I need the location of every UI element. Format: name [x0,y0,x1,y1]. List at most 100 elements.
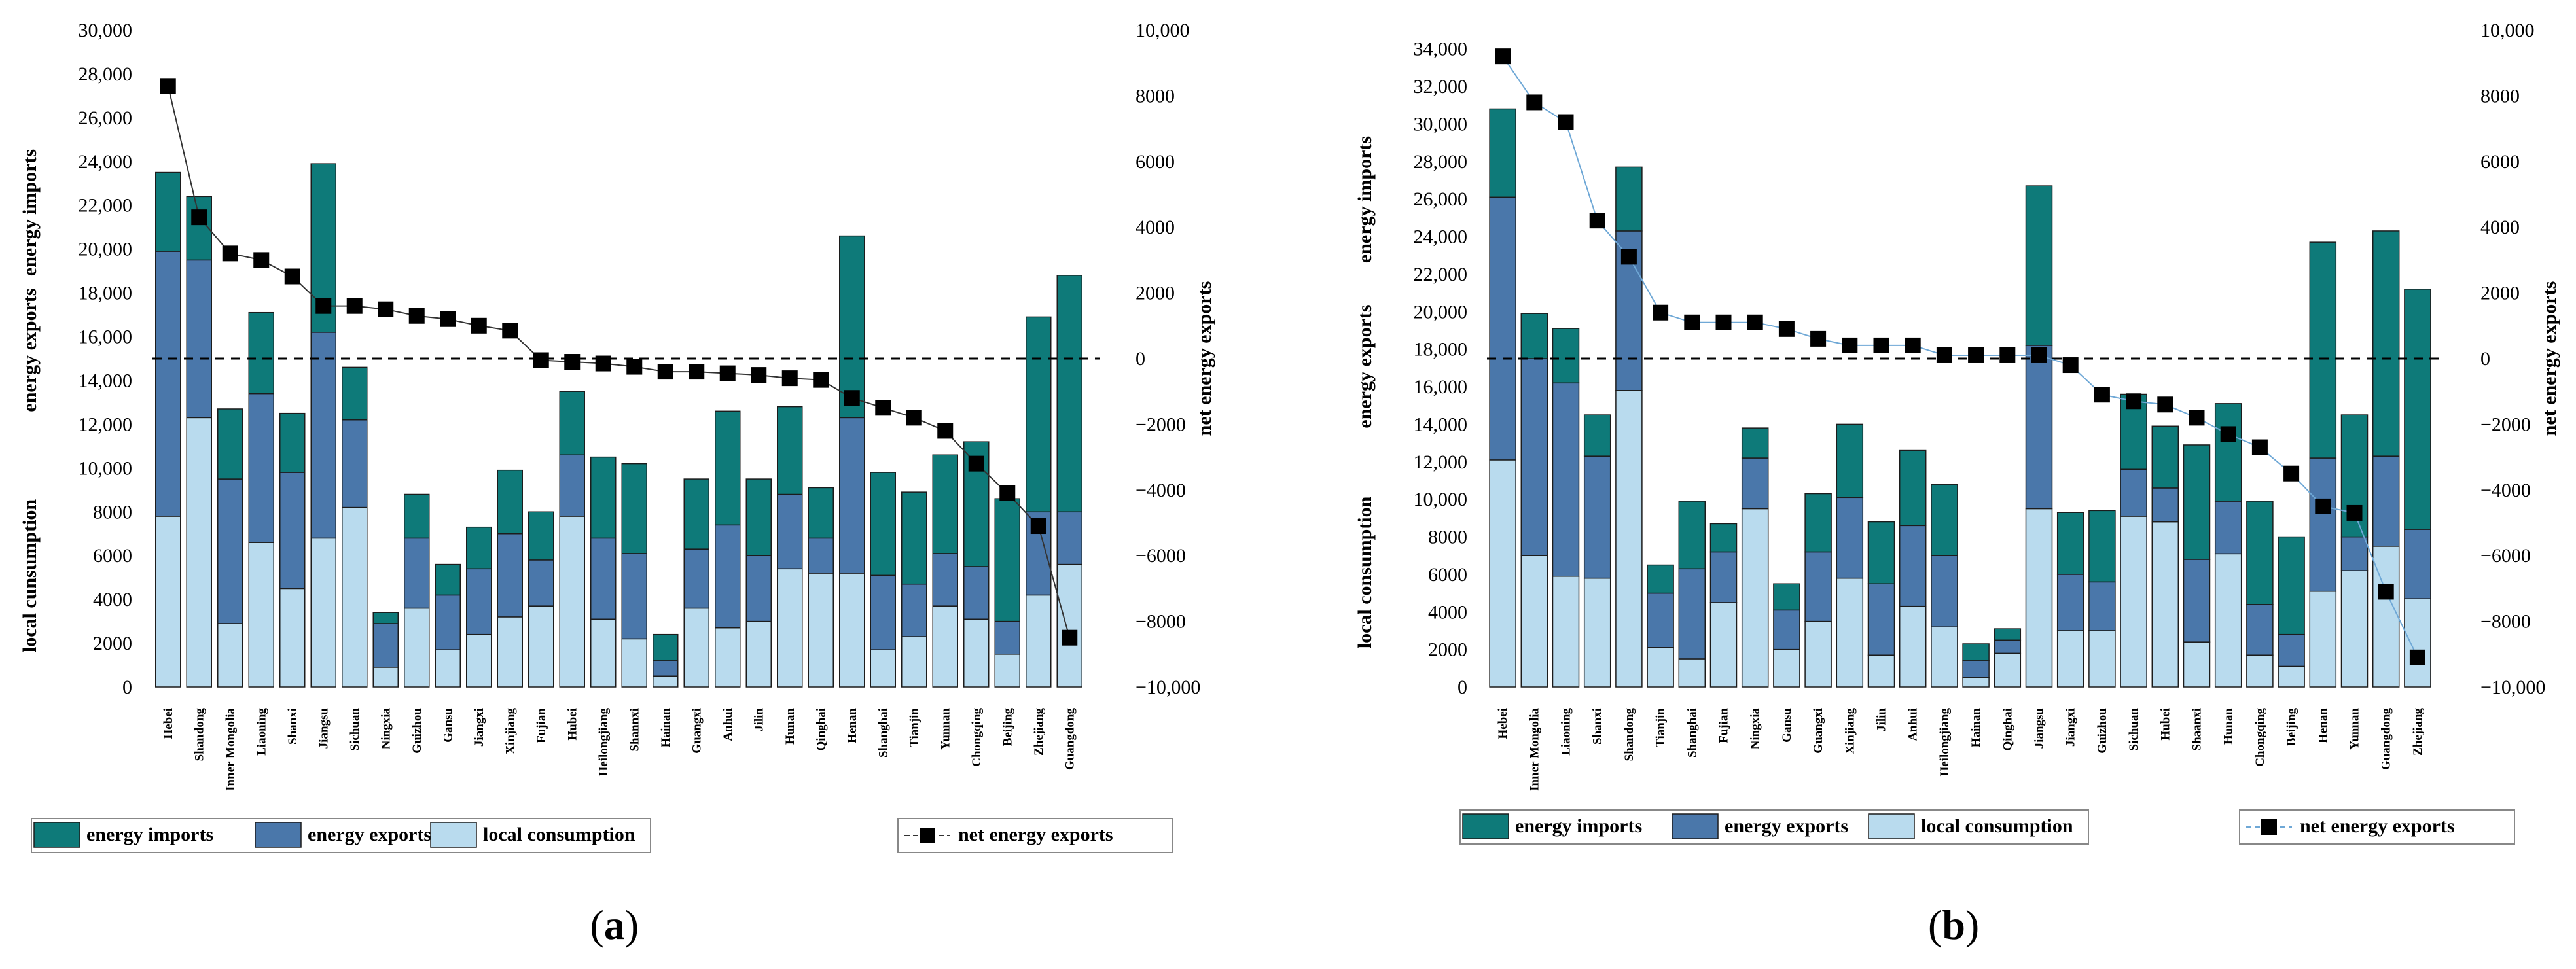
bar-energy-exports [466,568,492,635]
bar-energy-exports [1836,497,1864,579]
bar-energy-exports [1552,382,1580,577]
net-exports-marker [1747,314,1763,330]
bar-local-consumption [2088,630,2116,688]
bar-energy-imports [1867,521,1895,584]
bar-local-consumption [683,607,709,688]
legend-box-line [897,818,1173,853]
net-exports-marker [844,390,860,406]
bar-energy-imports [1931,484,1958,556]
bar-local-consumption [279,588,306,688]
bar-energy-exports [1678,568,1706,660]
x-category-label: Heilongjiang [597,708,611,777]
net-exports-marker [1495,48,1511,65]
x-category-label: Xinjiang [1843,708,1857,754]
x-category-label: Hubei [2158,708,2172,741]
net-exports-marker [315,298,332,314]
bar-energy-exports [2340,536,2369,571]
panel-label: (a) [590,902,639,948]
bar-local-consumption [559,516,585,688]
bar-local-consumption [2278,665,2305,688]
bar-local-consumption [653,675,679,688]
bar-energy-exports [1804,551,1832,622]
y-left-title-local: local cunsumption [19,499,41,653]
bar-energy-imports [1552,328,1580,384]
bar-local-consumption [1615,390,1643,688]
bar-local-consumption [1994,652,2022,688]
bar-energy-exports [1931,555,1958,627]
x-category-label: Liaoning [1560,708,1573,756]
bar-local-consumption [2025,508,2053,688]
y-right-tick-label: −2000 [1136,414,1186,435]
bar-energy-exports [342,419,368,508]
net-exports-marker [2062,357,2079,374]
bar-local-consumption [715,627,741,688]
bar-local-consumption [1962,677,1990,688]
bar-energy-exports [155,251,181,517]
y-left-title-exports: energy exports [1354,304,1376,428]
x-category-label: Jiangsu [2033,708,2047,749]
bar-energy-exports [932,553,958,607]
bar-energy-exports [1489,196,1516,461]
y-right-tick-label: −6000 [1136,545,1186,567]
net-exports-marker [1620,249,1637,265]
bar-energy-imports [1709,523,1738,553]
y-right-tick-label: 0 [1136,348,1145,370]
bar-energy-exports [404,537,430,609]
y-left-tick-label: 32,000 [1414,76,1468,97]
net-exports-marker [1999,347,2016,363]
y-right-tick-label: −10,000 [1136,677,1200,698]
net-exports-marker [2220,426,2236,442]
y-right-tick-label: −4000 [1136,480,1186,501]
net-exports-marker [1589,213,1605,229]
bar-energy-imports [2056,512,2084,575]
net-exports-marker [1526,94,1543,111]
x-category-label: Liaoning [255,708,268,756]
bar-energy-imports [1489,108,1516,198]
y-left-tick-label: 12,000 [1414,451,1468,473]
bar-energy-exports [372,623,399,668]
bar-energy-exports [1867,583,1895,656]
y-right-tick-label: 4000 [2480,217,2520,238]
y-left-tick-label: 16,000 [79,326,133,348]
x-category-label: Guangdong [2380,708,2393,771]
bar-energy-imports [1678,501,1706,570]
legend-label-local: local consumption [483,824,635,845]
bar-energy-exports [528,559,554,607]
net-exports-marker [689,364,705,380]
net-exports-marker [1558,114,1574,130]
bar-local-consumption [901,636,927,688]
y-left-tick-label: 8000 [93,501,132,523]
net-exports-marker [1873,337,1889,353]
bar-energy-imports [994,498,1020,622]
bar-local-consumption [2214,553,2242,688]
bar-energy-exports [901,583,927,637]
y-left-tick-label: 26,000 [1414,188,1468,210]
bar-local-consumption [1867,654,1895,688]
bar-energy-imports [217,408,243,480]
bar-energy-imports [559,391,585,456]
y-left-tick-label: 30,000 [1414,113,1468,135]
y-left-tick-label: 24,000 [79,151,133,173]
net-exports-marker [1653,304,1669,321]
y-left-tick-label: 26,000 [79,107,133,129]
bar-energy-imports [590,456,617,539]
x-category-label: Jilin [752,708,766,731]
bar-energy-exports [870,574,896,650]
bar-local-consumption [808,573,834,688]
x-category-label: Hebei [162,708,175,739]
y-left-tick-label: 4000 [1428,601,1467,623]
bar-energy-exports [745,555,772,622]
panel-label: (b) [1928,902,1979,948]
x-category-label: Gansu [441,708,455,743]
net-exports-marker [2409,649,2425,665]
net-exports-marker [1968,347,1984,363]
y-left-tick-label: 0 [1458,677,1467,698]
bar-energy-exports [1741,457,1769,510]
legend-swatch-local [430,822,477,848]
y-right-tick-label: −6000 [2480,545,2531,567]
y-right-tick-label: 2000 [1136,283,1175,304]
bar-energy-exports [590,537,617,620]
y-left-tick-label: 18,000 [79,283,133,304]
bar-energy-imports [901,491,927,585]
